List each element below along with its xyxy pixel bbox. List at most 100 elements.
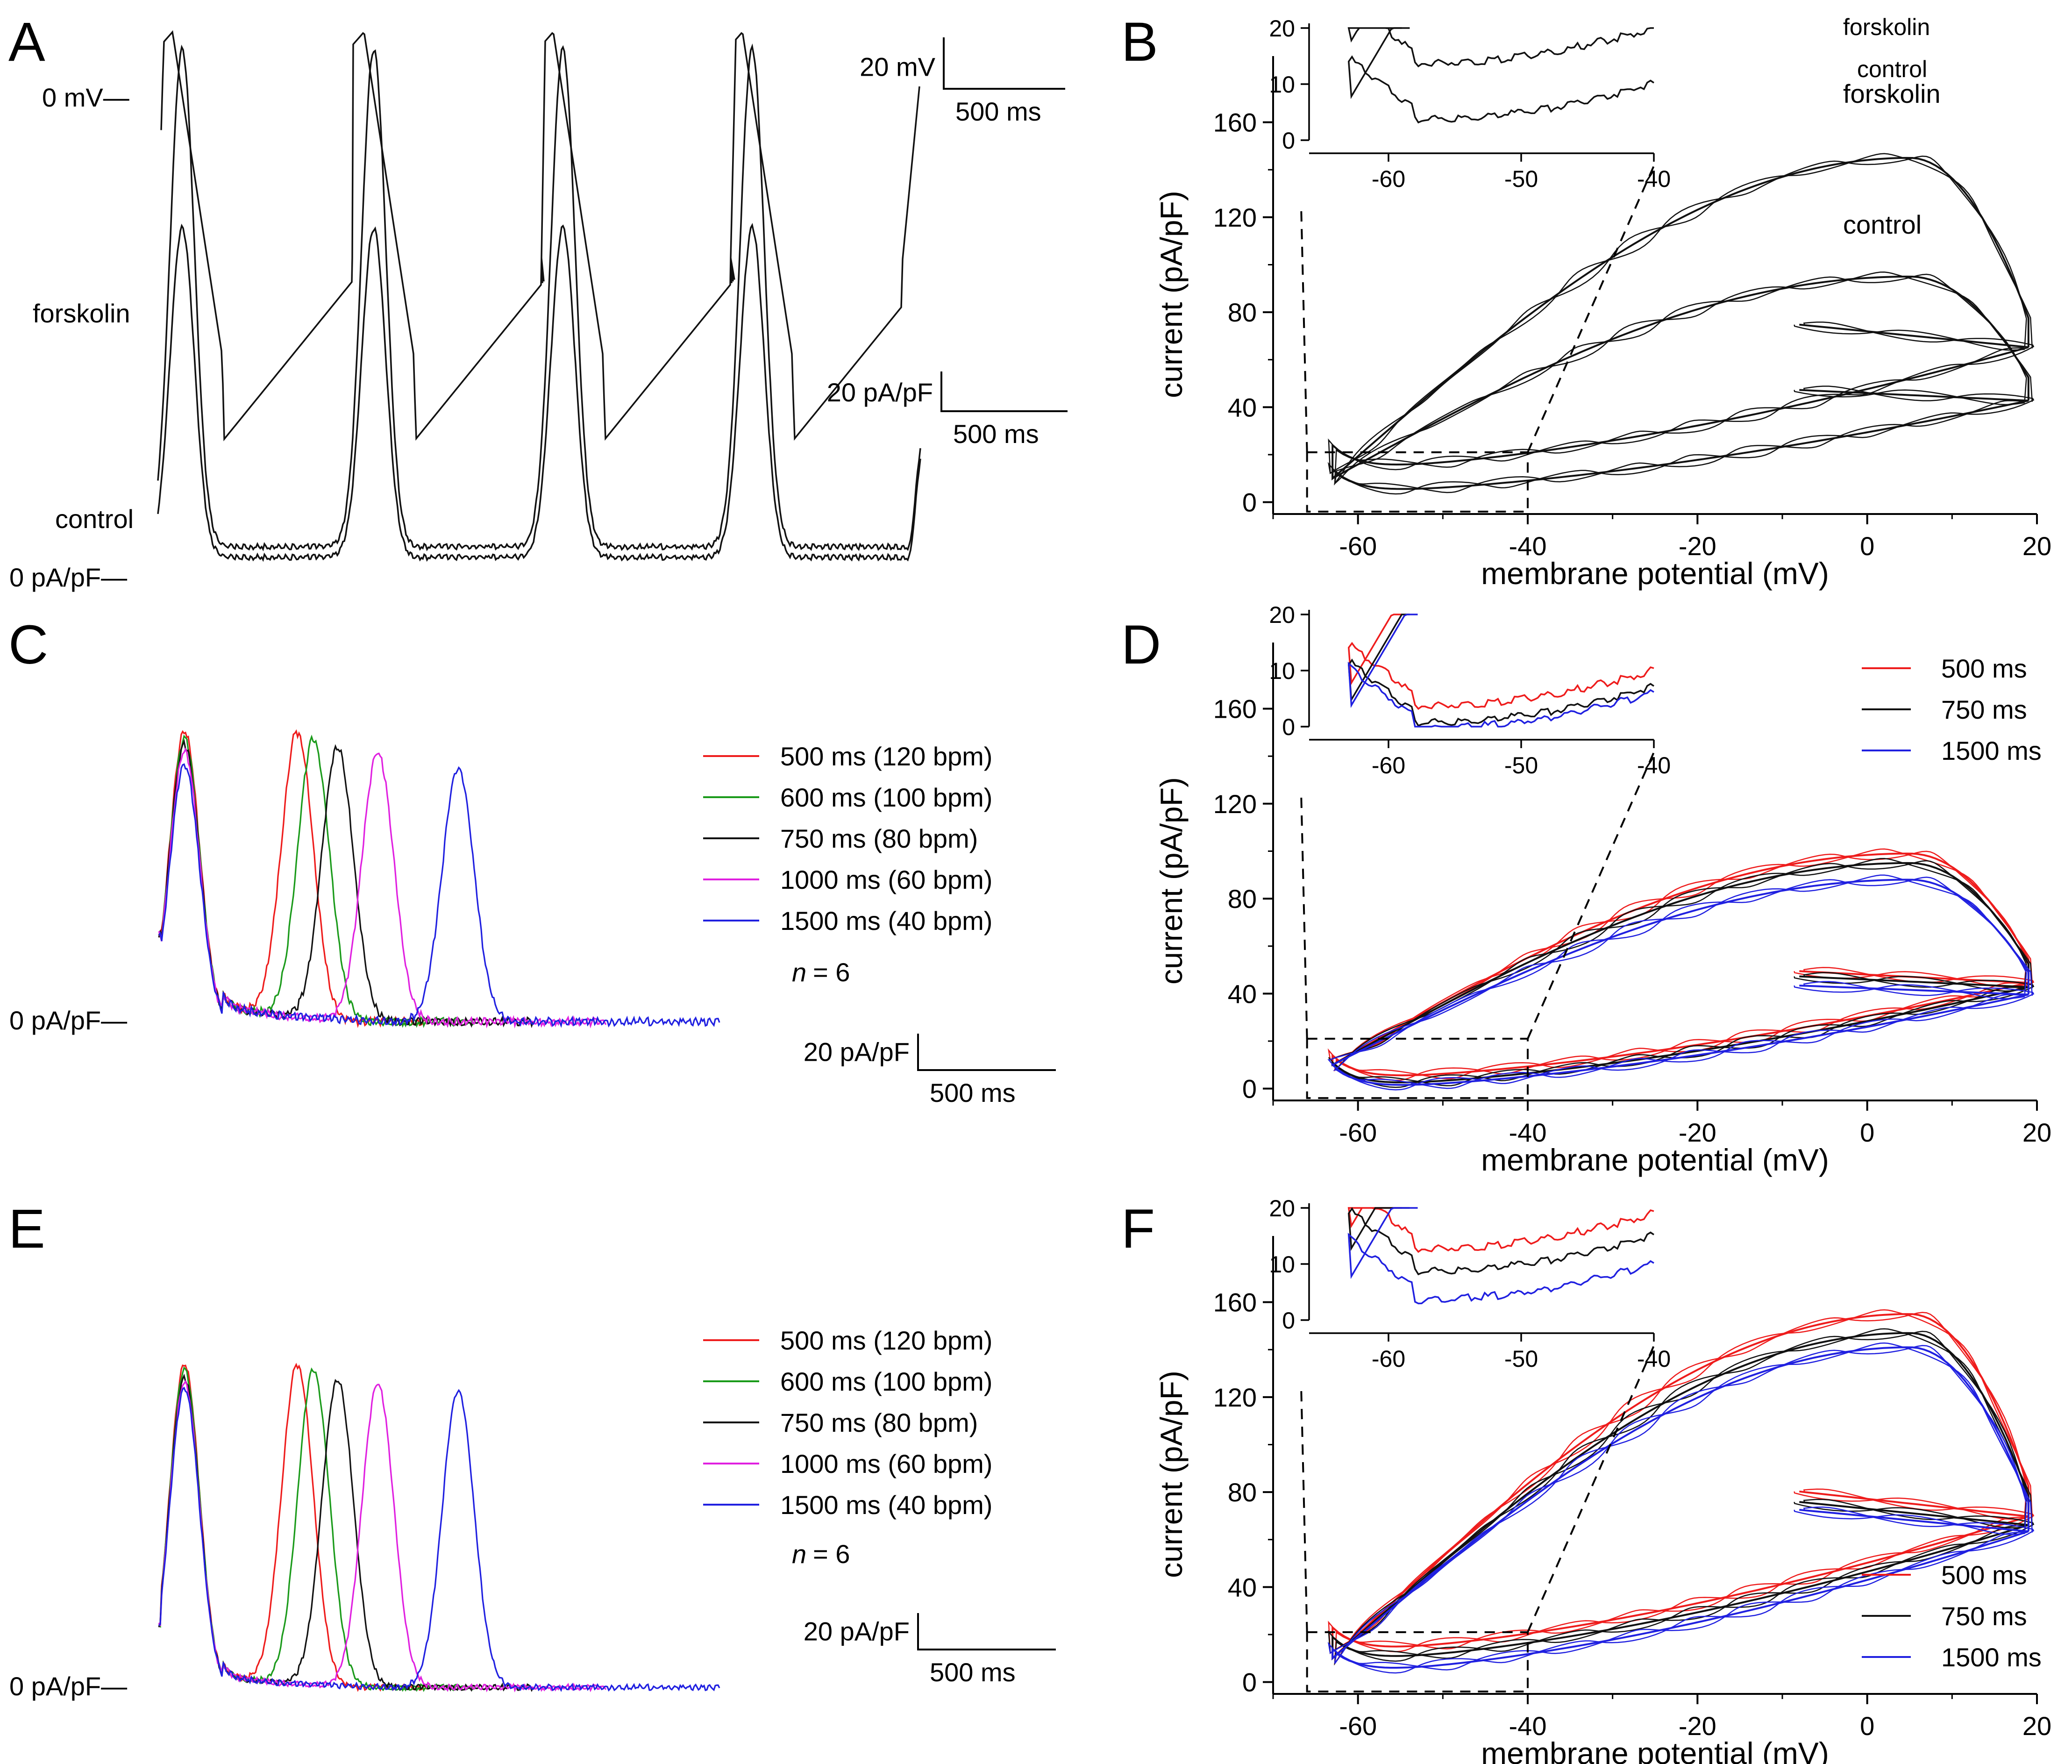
inset-x-tick-label: -60 <box>1372 166 1405 192</box>
trace-label-forskolin: forskolin <box>33 299 130 328</box>
legend-label-red: 500 ms <box>1941 1560 2027 1590</box>
loop-blue <box>1331 878 2029 1086</box>
y-tick-label: 80 <box>1228 298 1257 327</box>
n-label: n <box>792 1539 806 1569</box>
inset-y-tick-label: 10 <box>1269 658 1295 684</box>
legend-label-blue: 1500 ms (40 bpm) <box>780 1490 992 1520</box>
x-tick-label: 20 <box>2022 531 2051 561</box>
y-tick-label: 40 <box>1228 1572 1257 1602</box>
zoom-connector <box>1300 792 1308 1039</box>
loop-control <box>1331 275 2029 490</box>
y-tick-label: 80 <box>1228 1478 1257 1507</box>
inset-y-tick-label: 10 <box>1269 1251 1295 1278</box>
loop-control-sem <box>1334 271 2033 493</box>
loop-forskolin <box>1331 157 2029 481</box>
trace-blue <box>158 763 720 1028</box>
y-tick-label: 0 <box>1242 1074 1257 1104</box>
panel-label-e: E <box>8 1198 45 1260</box>
inset-trace-forskolin <box>1347 27 1654 68</box>
y-tick-label: 120 <box>1213 203 1257 232</box>
legend-label-black: 750 ms (80 bpm) <box>780 1408 978 1437</box>
scale-bar-x-label: 500 ms <box>930 1078 1016 1107</box>
loop-red <box>1331 1313 2029 1661</box>
panel-f: F -60 -40 -20 0 20 0 40 80 120 160 membrane potenti… <box>1121 1195 2051 1764</box>
voltage-trace <box>160 30 920 442</box>
y-tick-label: 160 <box>1213 1288 1257 1317</box>
current-trace-forskolin <box>157 43 921 551</box>
loop-red-sem <box>1328 1312 2035 1654</box>
x-axis-label: membrane potential (mV) <box>1481 1143 1829 1177</box>
x-tick-label: -40 <box>1509 531 1547 561</box>
inset-x-tick-label: -40 <box>1637 752 1671 778</box>
loop-blue-sem <box>1334 1342 2033 1671</box>
panel-e: E 0 pA/pF— 500 ms (120 bpm) 600 ms (100 bpm… <box>8 1198 1056 1701</box>
legend-label-green: 600 ms (100 bpm) <box>780 783 992 812</box>
inset-label-forskolin: forskolin <box>1843 14 1930 40</box>
legend-label-magenta: 1000 ms (60 bpm) <box>780 865 992 894</box>
inset-y-tick-label: 0 <box>1282 128 1295 154</box>
zoom-box <box>1306 1037 1529 1099</box>
inset-trace-control <box>1348 27 1654 124</box>
panel-d: D -60 -40 -20 0 20 0 40 80 120 160 membrane potenti… <box>1121 602 2051 1177</box>
zoom-box <box>1306 451 1529 513</box>
zero-mv-label: 0 mV— <box>42 83 129 112</box>
x-tick-label: -20 <box>1679 1118 1716 1147</box>
n-value: = 6 <box>813 1539 850 1569</box>
loop-black-sem <box>1328 860 2035 1088</box>
scale-bar-y-label: 20 pA/pF <box>827 378 933 407</box>
inset-y-tick-label: 20 <box>1269 15 1295 42</box>
loop-black-sem <box>1328 1330 2035 1662</box>
x-axis-label: membrane potential (mV) <box>1481 1736 1829 1764</box>
y-tick-label: 80 <box>1228 884 1257 914</box>
scale-bar <box>943 37 1065 90</box>
zoom-connector <box>1527 1345 1655 1633</box>
x-axis-label: membrane potential (mV) <box>1481 556 1829 591</box>
legend-label-black: 750 ms <box>1941 695 2027 724</box>
x-tick-label: -40 <box>1509 1711 1547 1741</box>
legend-label-blue: 1500 ms (40 bpm) <box>780 906 992 936</box>
y-tick-label: 0 <box>1242 1668 1257 1697</box>
y-tick-label: 40 <box>1228 979 1257 1008</box>
x-tick-label: -60 <box>1339 531 1377 561</box>
inset-x-tick-label: -50 <box>1504 1346 1538 1372</box>
trace-green <box>158 1366 477 1692</box>
legend-label-magenta: 1000 ms (60 bpm) <box>780 1449 992 1478</box>
loop-control-sem <box>1327 273 2035 495</box>
zoom-connector <box>1527 165 1655 453</box>
x-tick-label: 20 <box>2022 1711 2051 1741</box>
scale-bar <box>917 1034 1056 1071</box>
zero-current-label: 0 pA/pF— <box>9 1671 127 1701</box>
panel-label-c: C <box>8 614 48 676</box>
trace-label-control: control <box>55 504 134 534</box>
loop-black-sem <box>1334 1328 2033 1666</box>
zoom-connector <box>1300 205 1308 452</box>
inset-y-tick-label: 10 <box>1269 71 1295 98</box>
inset-label-control: control <box>1857 56 1927 82</box>
panel-b: B -60 -40 -20 0 20 0 40 80 120 160 membrane potenti… <box>1121 11 2051 591</box>
loop-label-forskolin: forskolin <box>1843 79 1941 108</box>
inset-trace-black <box>1348 614 1654 727</box>
loop-red <box>1331 852 2029 1077</box>
inset-x-tick-label: -40 <box>1637 166 1671 192</box>
x-tick-label: -60 <box>1339 1118 1377 1147</box>
n-value: = 6 <box>813 957 850 987</box>
loop-blue-sem <box>1327 877 2035 1091</box>
x-tick-label: -20 <box>1679 531 1716 561</box>
inset-y-tick-label: 20 <box>1269 602 1295 628</box>
trace-red <box>158 1363 428 1692</box>
loop-red-sem <box>1327 850 2035 1081</box>
x-tick-label: 0 <box>1860 531 1874 561</box>
trace-red <box>158 729 429 1028</box>
legend-label-black: 750 ms <box>1941 1601 2027 1631</box>
x-tick-label: 0 <box>1860 1711 1874 1741</box>
y-tick-label: 0 <box>1242 488 1257 517</box>
y-tick-label: 120 <box>1213 789 1257 819</box>
inset-x-tick-label: -40 <box>1637 1346 1671 1372</box>
loop-blue <box>1331 1346 2029 1669</box>
y-tick-label: 40 <box>1228 393 1257 422</box>
trace-black <box>158 739 534 1028</box>
loop-blue-sem <box>1333 874 2033 1089</box>
legend-label-green: 600 ms (100 bpm) <box>780 1367 992 1396</box>
y-tick-label: 160 <box>1213 108 1257 137</box>
